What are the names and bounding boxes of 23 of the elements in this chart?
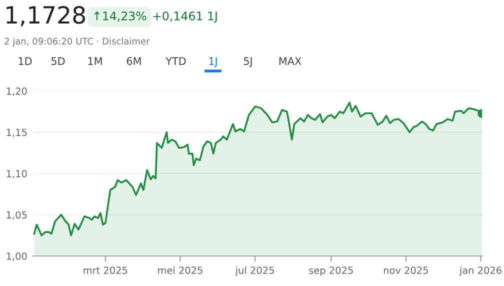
- y-tick-label: 1,05: [6, 211, 27, 220]
- text: +0,1461 1J: [153, 11, 217, 23]
- y-tick-label: 1,15: [6, 128, 27, 138]
- chart-title: 1,1728: [6, 6, 85, 26]
- text: ↑14,23%: [94, 11, 146, 22]
- text: 1J: [209, 57, 217, 67]
- text: MAX: [279, 57, 302, 65]
- y-tick-label: 1,10: [6, 170, 27, 178]
- x-tick-label: mei 2025: [158, 266, 202, 274]
- x-tick-label: jan 2026: [459, 266, 502, 276]
- text: 1D: [18, 57, 32, 65]
- x-tick-label: mrt 2025: [84, 266, 128, 274]
- y-tick-label: 1,00: [6, 252, 27, 261]
- text: 6M: [126, 57, 141, 66]
- text: YTD: [166, 57, 186, 65]
- text: 5J: [244, 57, 252, 67]
- chart-subtitle: 2 jan, 09:06:20 UTC · Disclaimer: [4, 38, 150, 46]
- text: 5D: [51, 57, 65, 66]
- x-tick-label: sep 2025: [309, 266, 353, 276]
- x-tick-label: nov 2025: [384, 266, 428, 274]
- text: 1M: [88, 57, 102, 65]
- x-tick-label: jul 2025: [235, 266, 274, 276]
- y-tick-label: 1,20: [6, 87, 27, 96]
